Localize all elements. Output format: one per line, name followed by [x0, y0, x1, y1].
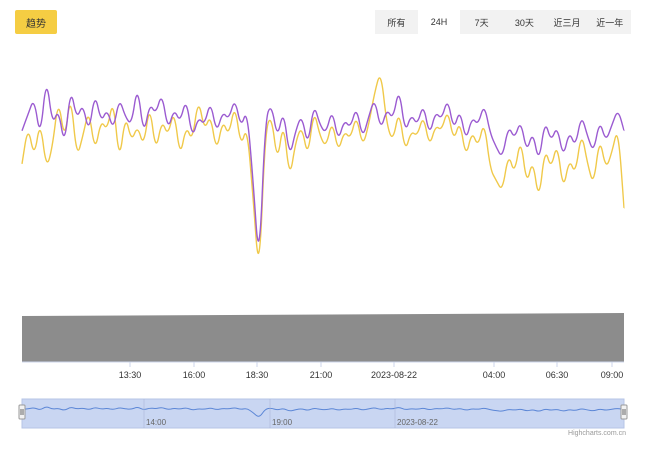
x-tick-label: 04:00 — [483, 370, 506, 380]
highcharts-credit[interactable]: Highcharts.com.cn — [568, 430, 626, 437]
navigator-tick-label: 14:00 — [146, 418, 167, 427]
series-line-2 — [21, 77, 625, 254]
range-7d-button[interactable]: 7天 — [474, 17, 489, 28]
range-30d-button[interactable]: 30天 — [514, 17, 534, 28]
range-all-button[interactable]: 所有 — [387, 17, 406, 28]
range-3m-button[interactable]: 近三月 — [553, 17, 581, 28]
series-line-1 — [21, 88, 625, 242]
navigator-series — [21, 406, 625, 417]
x-tick-label: 16:00 — [183, 370, 206, 380]
navigator-handle-right[interactable] — [620, 404, 628, 420]
x-tick-label: 21:00 — [310, 370, 333, 380]
x-tick-label: 09:00 — [601, 370, 624, 380]
navigator-tick-label: 19:00 — [272, 418, 293, 427]
trend-button[interactable]: 趋势 — [15, 10, 57, 34]
navigator-mask — [21, 398, 625, 429]
volume-area — [22, 313, 624, 362]
x-tick-label: 06:30 — [546, 370, 569, 380]
range-selector: 所有 24H 7天 30天 近三月 近一年 — [375, 10, 631, 34]
navigator-handle-left[interactable] — [18, 404, 26, 420]
range-24h-button[interactable]: 24H — [417, 10, 461, 34]
x-tick-label: 13:30 — [119, 370, 142, 380]
x-tick-label: 18:30 — [246, 370, 269, 380]
x-tick-label: 2023-08-22 — [371, 370, 417, 380]
range-1y-button[interactable]: 近一年 — [596, 17, 624, 28]
navigator-tick-label: 2023-08-22 — [397, 418, 438, 427]
